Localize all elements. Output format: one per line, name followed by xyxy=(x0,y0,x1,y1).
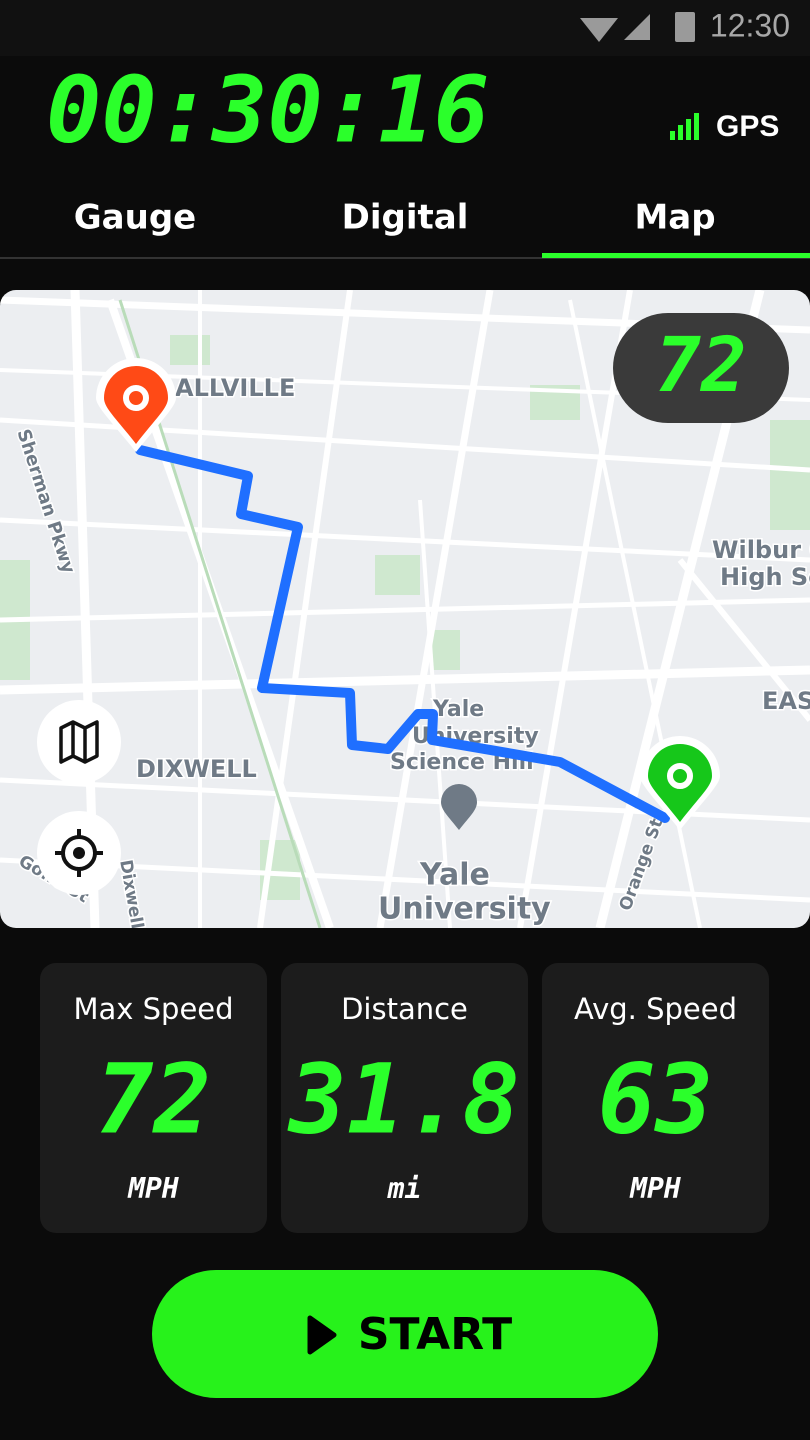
map-label: ALLVILLE xyxy=(175,374,295,402)
tab[interactable]: Digital xyxy=(342,198,469,238)
stat-unit: MPH xyxy=(629,1172,681,1205)
street xyxy=(0,857,810,903)
locate-icon-ticks xyxy=(55,829,103,877)
map-label: Yale xyxy=(432,697,484,722)
park xyxy=(375,555,420,595)
map-layers-button[interactable] xyxy=(37,700,121,784)
wifi-icon xyxy=(580,18,618,42)
stat-value: 31.8 xyxy=(287,1043,520,1155)
street xyxy=(0,665,810,695)
stat-unit: mi xyxy=(387,1172,422,1205)
start-pin xyxy=(96,358,176,452)
street xyxy=(677,558,810,722)
poi-icon xyxy=(441,784,477,830)
speed-pill xyxy=(613,313,789,423)
tab[interactable]: Gauge xyxy=(74,198,196,238)
start-button[interactable]: START xyxy=(152,1270,658,1398)
map-icon xyxy=(59,720,99,764)
map-label: University xyxy=(378,892,551,927)
stat-card-background xyxy=(542,963,769,1233)
tab-divider xyxy=(0,257,810,259)
stat-unit: MPH xyxy=(127,1172,179,1205)
start-label[interactable]: START xyxy=(358,1309,512,1360)
tab-indicator xyxy=(542,253,810,258)
stat-card-background xyxy=(281,963,528,1233)
pin-dot xyxy=(123,385,149,411)
signal-bar xyxy=(686,119,691,140)
stat-title: Max Speed xyxy=(73,992,233,1026)
gps-label: GPS xyxy=(716,110,779,143)
stat-title: Distance xyxy=(341,992,468,1026)
street xyxy=(517,290,633,928)
map-label: EAS xyxy=(762,687,810,715)
end-pin xyxy=(640,736,720,830)
stats: Max Speed 72 MPH Distance 31.8 mi Avg. Speed 63… xyxy=(40,963,769,1233)
map-speed: 72 xyxy=(655,320,747,409)
pin-dot xyxy=(667,763,693,789)
stat-value: 72 xyxy=(96,1043,212,1155)
park xyxy=(430,630,460,670)
stat-card: Distance 31.8 mi xyxy=(281,963,528,1233)
stat-card-background xyxy=(40,963,267,1233)
park xyxy=(770,420,810,530)
map-label: Yale xyxy=(419,858,490,893)
map-label: DIXWELL xyxy=(136,755,257,783)
start-button-background[interactable] xyxy=(152,1270,658,1398)
signal-bar xyxy=(678,125,683,140)
street xyxy=(0,597,810,623)
locate-icon-dot xyxy=(73,847,85,859)
stat-value: 63 xyxy=(598,1043,714,1155)
gps-signal-icon xyxy=(670,113,699,140)
signal-bar xyxy=(694,113,699,140)
map-label: Wilbur C xyxy=(712,536,810,564)
status-time: 12:30 xyxy=(710,7,790,43)
map-label: High Sc xyxy=(720,563,810,591)
park xyxy=(170,335,210,365)
battery-icon xyxy=(675,12,695,42)
route xyxy=(135,445,670,823)
street xyxy=(376,290,494,928)
timer: 00:30:16 xyxy=(46,56,489,163)
stat-card: Avg. Speed 63 MPH xyxy=(542,963,769,1233)
signal-icon xyxy=(624,14,650,40)
tab-active[interactable]: Map xyxy=(634,198,715,238)
stat-title: Avg. Speed xyxy=(574,992,737,1026)
street xyxy=(257,290,353,928)
play-icon xyxy=(307,1315,337,1355)
street xyxy=(0,517,810,563)
signal-bar xyxy=(670,131,675,140)
stat-card: Max Speed 72 MPH xyxy=(40,963,267,1233)
